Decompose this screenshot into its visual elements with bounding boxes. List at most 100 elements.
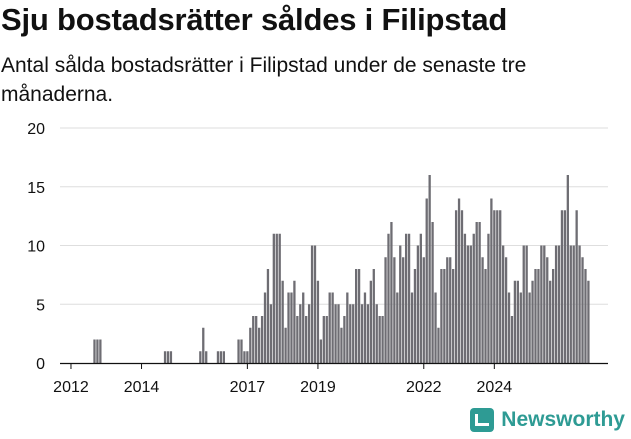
bar (360, 304, 364, 363)
bar (169, 351, 173, 363)
bar (519, 292, 522, 363)
bar (449, 257, 452, 363)
bar (296, 316, 299, 363)
bar (316, 280, 320, 363)
bar (272, 233, 275, 363)
bar (313, 245, 317, 363)
bar (587, 280, 590, 363)
bar (507, 292, 511, 363)
bar (516, 280, 519, 363)
bar (378, 316, 381, 363)
bar (372, 269, 375, 363)
bar (487, 233, 490, 363)
bar (260, 316, 264, 363)
bar (396, 292, 399, 363)
bar (305, 316, 308, 363)
bar (419, 233, 422, 363)
bar (404, 233, 408, 363)
bar (166, 351, 170, 363)
bar (302, 292, 305, 363)
bar (375, 304, 378, 363)
bar (237, 339, 240, 363)
bar (475, 222, 478, 363)
bar (466, 245, 470, 363)
bar (484, 269, 487, 363)
x-tick-label: 2012 (53, 379, 89, 396)
bar (269, 304, 273, 363)
bar (216, 351, 220, 363)
bar (343, 316, 346, 363)
bar (322, 316, 325, 363)
bar (463, 233, 467, 363)
bar (281, 280, 284, 363)
bar (299, 304, 302, 363)
bar (337, 304, 340, 363)
bar (422, 257, 425, 363)
bar (246, 351, 249, 363)
bar (563, 210, 567, 363)
x-tick-label: 2022 (406, 379, 442, 396)
bar (557, 245, 561, 363)
bar (278, 233, 281, 363)
bar (554, 245, 558, 363)
bar (496, 210, 499, 363)
bar (454, 210, 458, 363)
bar (502, 245, 505, 363)
bar (390, 222, 393, 363)
bar (325, 316, 328, 363)
bar (478, 222, 481, 363)
chart-subtitle: Antal sålda bostadsrätter i Filipstad un… (1, 54, 527, 106)
bar (504, 257, 508, 363)
bar (346, 292, 349, 363)
bar (572, 245, 575, 363)
bar (431, 222, 434, 363)
bar (243, 351, 246, 363)
bar (363, 292, 367, 363)
bar (222, 351, 225, 363)
bar (460, 210, 464, 363)
bar (290, 292, 293, 363)
bar (407, 233, 411, 363)
bar (384, 257, 387, 363)
bar (205, 351, 208, 363)
bar (357, 269, 361, 363)
bar (293, 280, 296, 363)
bar (578, 245, 581, 363)
bar (402, 257, 405, 363)
bar (569, 245, 572, 363)
bar (249, 327, 252, 363)
bar (549, 280, 552, 363)
y-tick-label: 20 (27, 121, 45, 138)
newsworthy-logo[interactable]: Newsworthy (470, 408, 625, 432)
bar (537, 269, 540, 363)
bar (443, 269, 446, 363)
bar (275, 233, 278, 363)
bar (252, 316, 255, 363)
bar (525, 245, 528, 363)
bar (410, 292, 414, 363)
bar (584, 269, 587, 363)
bar (310, 245, 314, 363)
latest-value-label: 7 (586, 0, 596, 4)
bar (546, 257, 549, 363)
bar (457, 198, 461, 363)
bar (452, 269, 455, 363)
x-tick-label: 2024 (477, 379, 513, 396)
bar (437, 327, 440, 363)
bar (425, 198, 428, 363)
bar (219, 351, 223, 363)
bar (434, 292, 437, 363)
bar (263, 292, 267, 363)
bar (255, 316, 258, 363)
bar (355, 269, 358, 363)
bar (413, 269, 417, 363)
bar (531, 280, 534, 363)
bar (581, 257, 584, 363)
bar (540, 245, 543, 363)
bar (93, 339, 96, 363)
bar (522, 245, 525, 363)
x-tick-label: 2017 (230, 379, 266, 396)
bar (96, 339, 99, 363)
bar (551, 269, 555, 363)
